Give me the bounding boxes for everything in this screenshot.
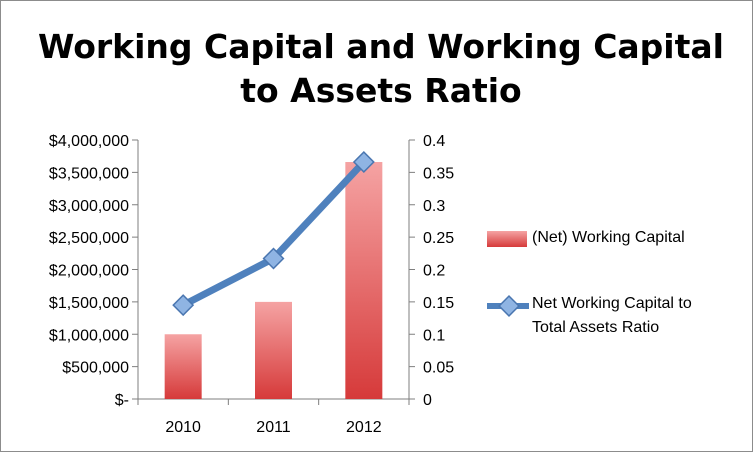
ratio-line: [179, 158, 368, 309]
left-tick-label: $-: [115, 392, 129, 409]
tick-labels: $- $500,000 $1,000,000 $1,500,000 $2,000,000…: [49, 133, 454, 436]
bar: [164, 334, 202, 399]
legend-label-working-capital: (Net) Working Capital: [532, 229, 685, 246]
legend-swatch-line: [487, 295, 529, 317]
left-tick-label: $3,000,000: [49, 198, 129, 215]
bar: [345, 162, 383, 399]
right-tick-label: 0.15: [423, 295, 454, 312]
left-tick-label: $1,000,000: [49, 327, 129, 344]
right-tick-label: 0: [423, 392, 432, 409]
bar: [255, 301, 292, 399]
right-tick-label: 0.25: [423, 230, 454, 247]
right-tick-label: 0.2: [423, 263, 445, 280]
bar-series: [164, 162, 383, 399]
chart-title: Working Capital and Working Capital to A…: [1, 25, 753, 113]
chart-title-line-2: to Assets Ratio: [240, 71, 522, 110]
left-tick-label: $500,000: [62, 360, 129, 377]
left-tick-label: $3,500,000: [49, 165, 129, 182]
legend-label-ratio-line-2: Total Assets Ratio: [532, 319, 660, 336]
right-tick-label: 0.3: [423, 198, 445, 215]
ratio-point: [172, 294, 195, 317]
x-tick-label: 2010: [165, 419, 201, 436]
ratio-point: [352, 151, 375, 173]
legend-label-ratio-line-1: Net Working Capital to: [532, 295, 692, 312]
left-tick-label: $2,500,000: [49, 230, 129, 247]
ratio-point: [262, 247, 285, 270]
legend-swatch-bar: [487, 231, 527, 247]
left-tick-label: $4,000,000: [49, 133, 129, 150]
right-tick-label: 0.4: [423, 133, 445, 150]
legend-item-ratio: Net Working Capital to Total Assets Rati…: [487, 295, 747, 343]
legend-item-working-capital: (Net) Working Capital: [487, 228, 747, 250]
left-tick-label: $1,500,000: [49, 295, 129, 312]
right-tick-label: 0.1: [423, 327, 445, 344]
line-series: [172, 151, 375, 317]
left-tick-label: $2,000,000: [49, 263, 129, 280]
x-tick-label: 2011: [256, 419, 291, 436]
right-tick-label: 0.05: [423, 360, 454, 377]
chart-title-line-1: Working Capital and Working Capital: [38, 27, 724, 66]
right-tick-label: 0.35: [423, 165, 454, 182]
x-tick-label: 2012: [346, 419, 382, 436]
